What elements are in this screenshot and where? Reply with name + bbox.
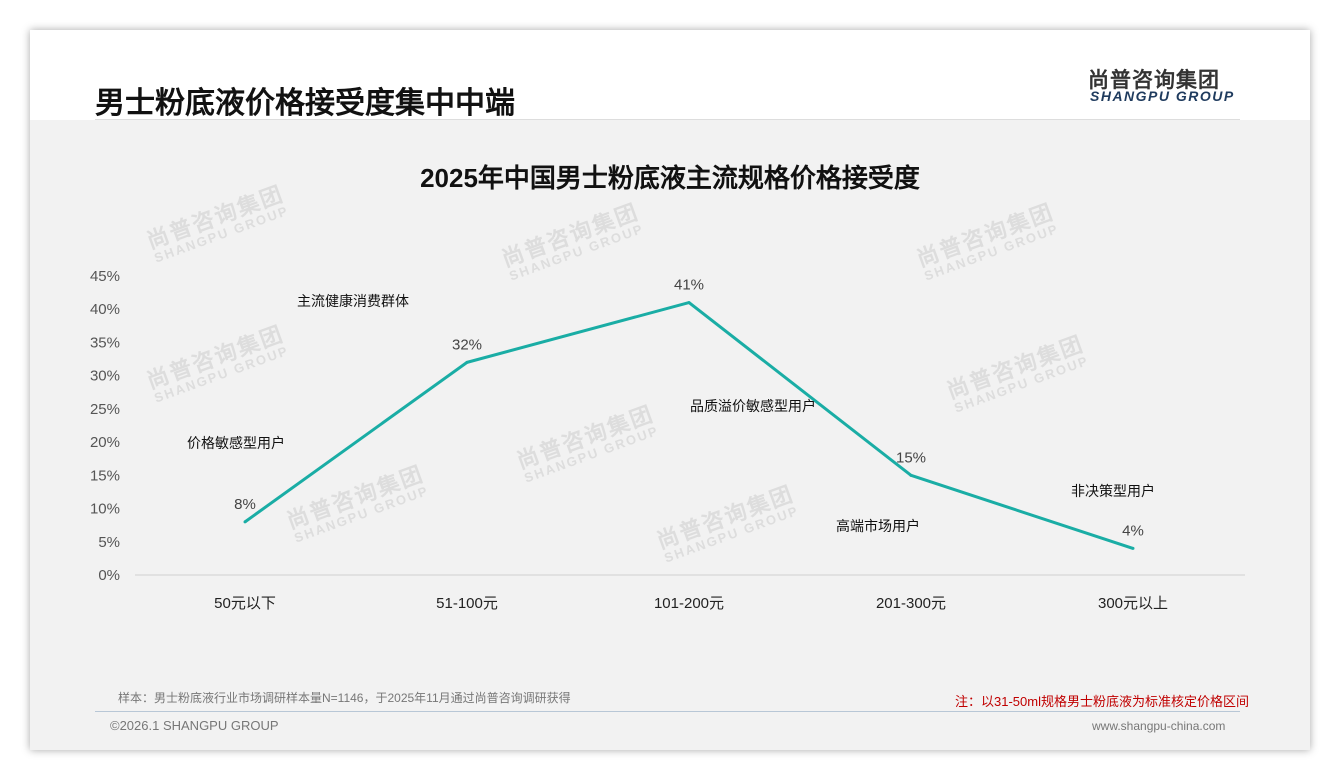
website: www.shangpu-china.com — [1092, 719, 1226, 733]
x-tick-label: 201-300元 — [876, 595, 946, 612]
x-tick-label: 50元以下 — [214, 595, 276, 612]
data-label: 41% — [674, 277, 704, 294]
price-note: 注：以31-50ml规格男士粉底液为标准核定价格区间 — [955, 694, 1249, 709]
data-point — [909, 473, 913, 477]
data-point — [465, 360, 469, 364]
x-tick-label: 300元以上 — [1098, 595, 1168, 612]
data-label: 32% — [452, 336, 482, 353]
sample-note: 样本：男士粉底液行业市场调研样本量N=1146，于2025年11月通过尚普咨询调… — [118, 691, 571, 705]
data-label: 15% — [896, 449, 926, 466]
series-line — [244, 301, 1134, 550]
y-tick-label: 30% — [90, 368, 120, 385]
y-tick-label: 45% — [90, 268, 120, 285]
y-tick-label: 0% — [98, 567, 120, 584]
header-divider — [95, 119, 1240, 120]
x-tick-label: 51-100元 — [436, 595, 498, 612]
y-tick-label: 10% — [90, 501, 120, 518]
data-label: 8% — [234, 496, 256, 513]
data-point — [243, 520, 247, 524]
annotation-label: 价格敏感型用户 — [187, 435, 285, 451]
y-tick-label: 20% — [90, 434, 120, 451]
y-tick-label: 35% — [90, 334, 120, 351]
logo-cn: 尚普咨询集团 — [1088, 69, 1220, 92]
copyright: ©2026.1 SHANGPU GROUP — [110, 718, 279, 733]
footer-divider — [95, 711, 1240, 712]
logo-en: SHANGPU GROUP — [1090, 88, 1235, 104]
y-tick-label: 5% — [98, 534, 120, 551]
line-chart: 2025年中国男士粉底液主流规格价格接受度 0% 5% 10% 15% 20% 25% 30%… — [90, 163, 1245, 612]
y-tick-label: 40% — [90, 301, 120, 318]
annotation-label: 高端市场用户 — [836, 518, 920, 534]
annotation-label: 品质溢价敏感型用户 — [690, 398, 816, 414]
annotation-label: 主流健康消费群体 — [297, 293, 409, 309]
x-tick-label: 101-200元 — [654, 595, 724, 612]
header — [30, 30, 1310, 120]
slide: 男士粉底液价格接受度集中中端 尚普咨询集团 SHANGPU GROUP 尚普咨询… — [30, 30, 1310, 750]
chart-title: 2025年中国男士粉底液主流规格价格接受度 — [420, 163, 920, 193]
data-label: 4% — [1122, 522, 1144, 539]
annotation-label: 非决策型用户 — [1071, 483, 1155, 499]
data-point — [1131, 546, 1135, 550]
y-tick-label: 15% — [90, 467, 120, 484]
y-tick-label: 25% — [90, 401, 120, 418]
page-title: 男士粉底液价格接受度集中中端 — [95, 87, 515, 120]
data-point — [687, 301, 691, 305]
